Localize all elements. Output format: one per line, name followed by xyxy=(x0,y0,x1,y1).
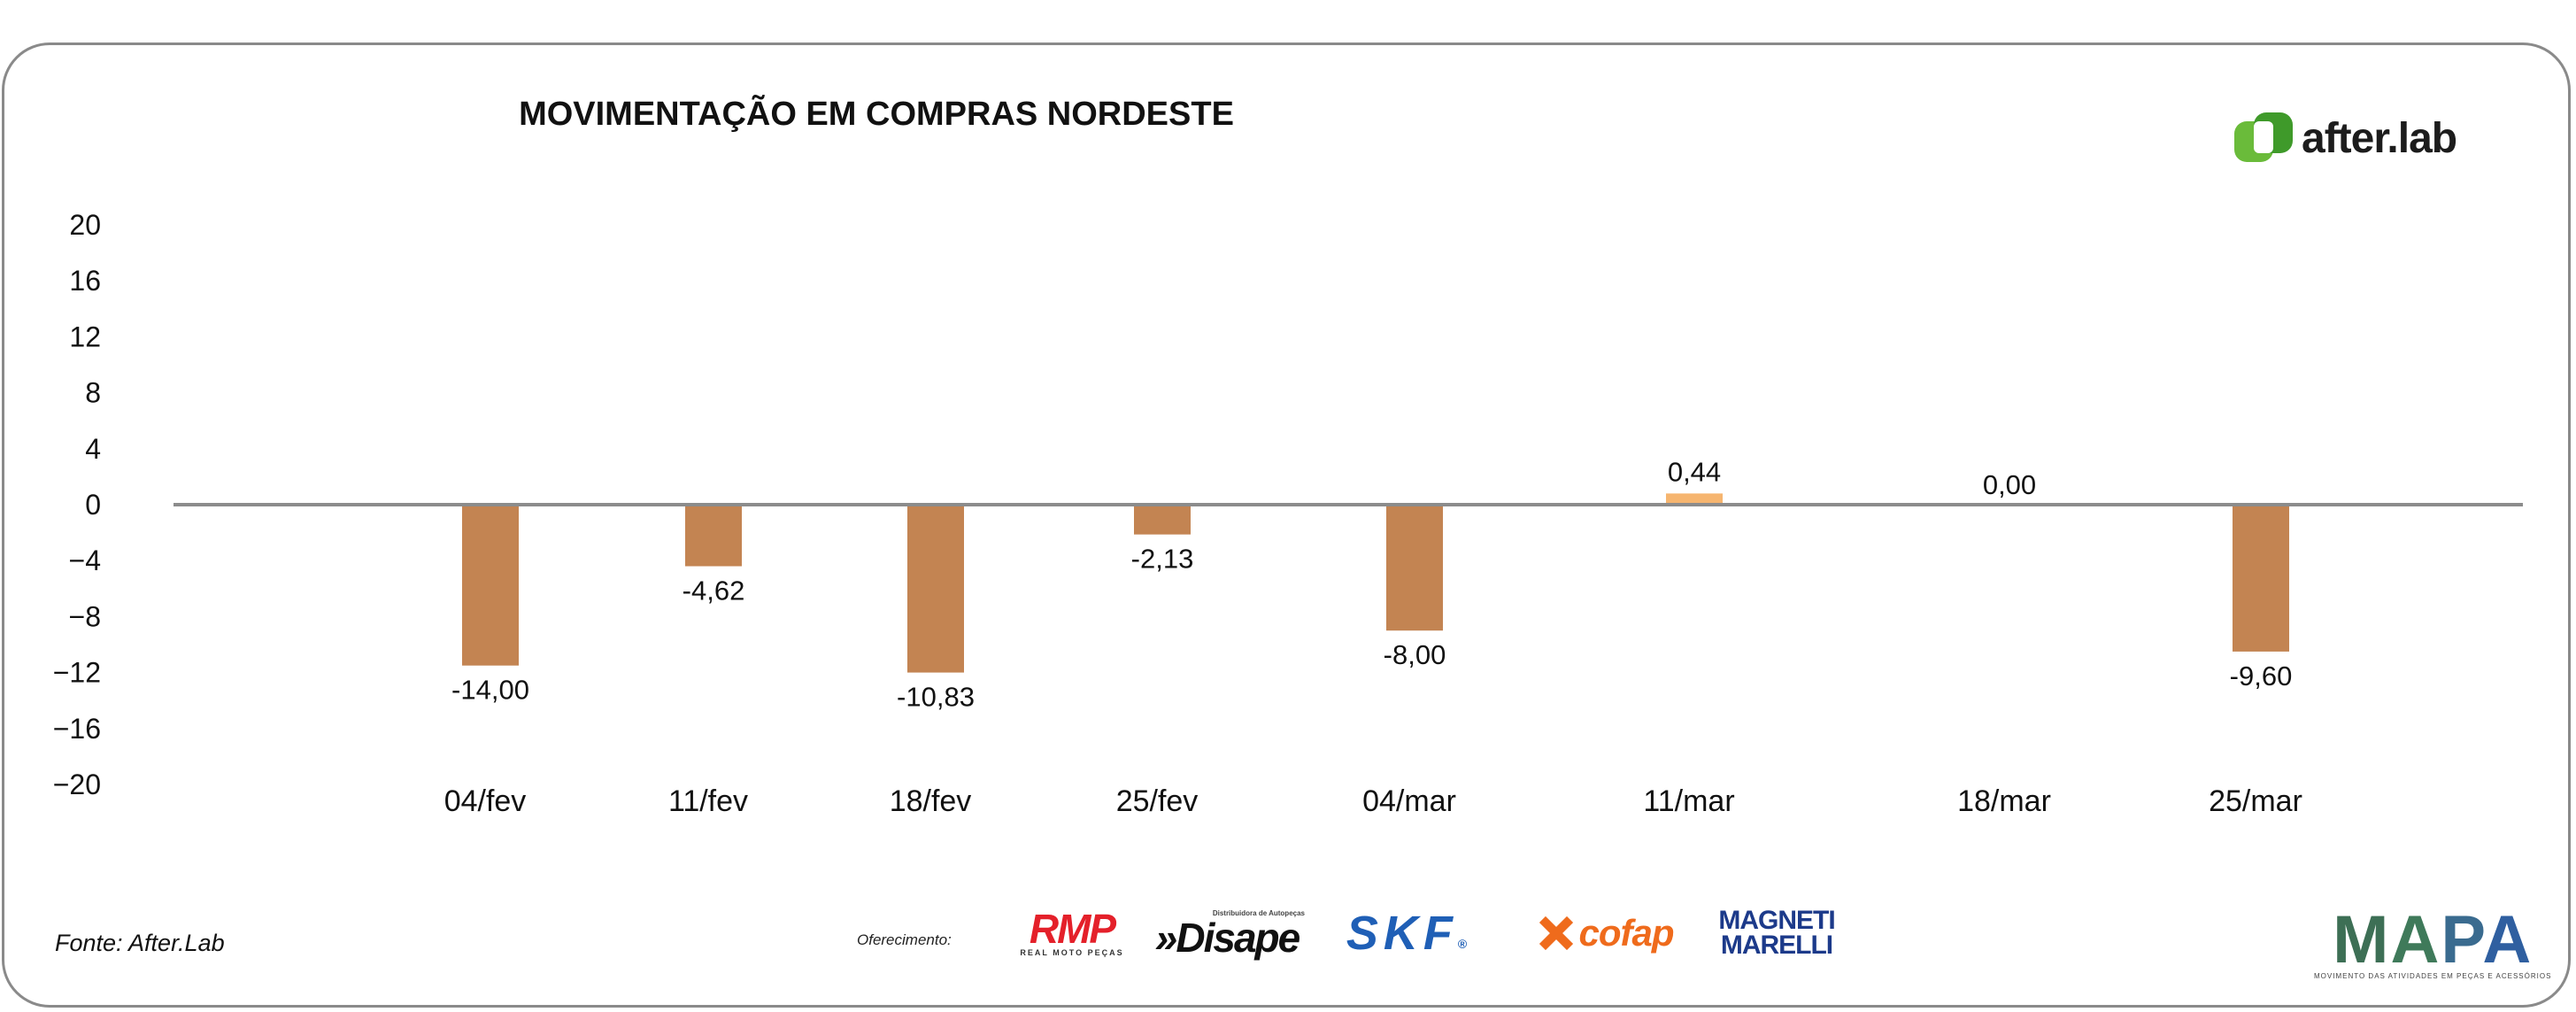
x-tick-label: 11/fev xyxy=(668,784,748,818)
chart-frame xyxy=(2,42,2571,1008)
x-tick-label: 25/fev xyxy=(1116,784,1199,818)
bar xyxy=(685,505,742,567)
cofap-x-icon xyxy=(1538,915,1573,951)
rmp-logo: RMP REAL MOTO PEÇAS xyxy=(1013,903,1131,963)
y-tick-label: 20 xyxy=(69,209,101,241)
x-tick-label: 04/fev xyxy=(444,784,527,818)
afterlab-logo: after.lab xyxy=(2234,112,2457,165)
data-label: 0,00 xyxy=(1983,469,2036,500)
bar xyxy=(462,505,519,666)
data-label: -14,00 xyxy=(451,675,529,706)
y-tick-label: −16 xyxy=(53,713,101,745)
y-tick-label: −12 xyxy=(53,657,101,689)
x-tick-label: 04/mar xyxy=(1362,784,1456,818)
x-tick-label: 11/mar xyxy=(1643,784,1734,818)
y-tick-label: 4 xyxy=(85,433,101,465)
x-tick-label: 18/fev xyxy=(890,784,972,818)
data-label: -10,83 xyxy=(897,682,975,713)
source-note: Fonte: After.Lab xyxy=(55,930,225,956)
y-tick-label: 12 xyxy=(69,321,101,352)
y-tick-label: −4 xyxy=(69,545,101,576)
skf-registered-mark: ® xyxy=(1457,937,1468,951)
bar xyxy=(1386,505,1443,631)
mapa-logo: MAPA MOVIMENTO DAS ATIVIDADES EM PEÇAS E… xyxy=(2314,902,2552,981)
skf-logo: SKF ® xyxy=(1323,903,1491,963)
y-tick-label: −20 xyxy=(53,769,101,800)
y-tick-label: −8 xyxy=(69,600,101,632)
mapa-logo-subtext: MOVIMENTO DAS ATIVIDADES EM PEÇAS E ACES… xyxy=(2314,972,2552,980)
sponsor-label: Oferecimento: xyxy=(857,931,952,948)
afterlab-logo-text: after.lab xyxy=(2302,114,2457,162)
magneti-marelli-logo: MAGNETI MARELLI xyxy=(1717,903,1836,963)
disape-logo-text: »Disape xyxy=(1154,914,1300,961)
data-label: -4,62 xyxy=(683,576,745,606)
y-tick-label: 16 xyxy=(69,265,101,297)
bar xyxy=(1134,505,1191,535)
rmp-logo-subtext: REAL MOTO PEÇAS xyxy=(1020,948,1124,957)
cofap-logo: cofap xyxy=(1514,903,1698,963)
y-tick-label: 0 xyxy=(85,489,101,521)
data-label: -9,60 xyxy=(2230,661,2293,691)
y-tick-label: 8 xyxy=(85,377,101,409)
bar xyxy=(1666,493,1723,505)
mapa-logo-text: MAPA xyxy=(2333,902,2534,977)
chart-title: MOVIMENTAÇÃO EM COMPRAS NORDESTE xyxy=(519,96,1234,133)
rmp-logo-text: RMP xyxy=(1029,906,1116,952)
bar xyxy=(907,505,964,673)
skf-logo-text: SKF xyxy=(1346,907,1458,960)
marelli-logo-text: MARELLI xyxy=(1720,931,1833,960)
x-tick-label: 25/mar xyxy=(2209,784,2302,818)
x-tick-label: 18/mar xyxy=(1957,784,2051,818)
disape-logo: Distribuidora de Autopeças »Disape xyxy=(1149,903,1305,963)
data-label: -8,00 xyxy=(1384,639,1446,670)
afterlab-logo-icon xyxy=(2234,112,2293,164)
data-label: 0,44 xyxy=(1668,456,1721,487)
magneti-logo-text: MAGNETI xyxy=(1718,906,1835,935)
bar xyxy=(2233,505,2289,652)
disape-logo-subtext: Distribuidora de Autopeças xyxy=(1212,908,1305,917)
data-label: -2,13 xyxy=(1131,544,1194,575)
cofap-logo-text: cofap xyxy=(1578,912,1674,954)
